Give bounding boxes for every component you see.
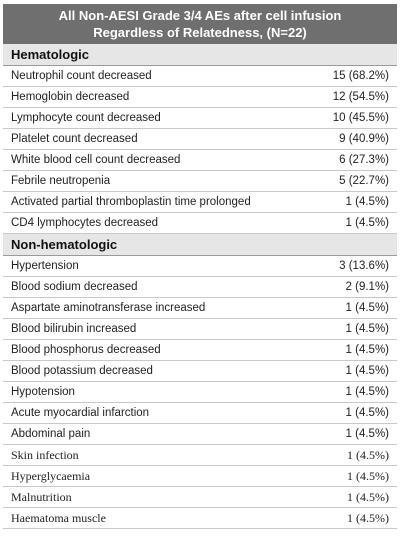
event-count: 6 (27.3%) <box>310 149 397 171</box>
event-count: 1 (4.5%) <box>310 297 397 319</box>
section-header-row: Hematologic <box>3 44 397 66</box>
event-count: 1 (4.5%) <box>310 444 397 466</box>
event-name: Haematoma muscle <box>3 507 311 529</box>
event-name: Aspartate aminotransferase increased <box>3 297 311 319</box>
data-row: Febrile neutropenia 5 (22.7%) <box>3 170 397 192</box>
event-name: Abdominal pain <box>3 423 311 445</box>
event-count: 3 (13.6%) <box>310 255 397 277</box>
data-row: Skin infection 1 (4.5%) <box>3 444 397 466</box>
data-row: Blood sodium decreased 2 (9.1%) <box>3 276 397 298</box>
section: Hematologic Neutrophil count decreased 15 … <box>3 44 397 234</box>
data-row: Blood potassium decreased 1 (4.5%) <box>3 360 397 382</box>
title-line: Regardless of Relatedness, (N=22) <box>93 25 307 40</box>
data-row: Malnutrition 1 (4.5%) <box>3 486 397 508</box>
event-name: Malnutrition <box>3 486 311 508</box>
event-name: Hypotension <box>3 381 311 403</box>
data-row: Activated partial thromboplastin time pr… <box>3 191 397 213</box>
event-name: Acute myocardial infarction <box>3 402 311 424</box>
event-count: 2 (9.1%) <box>310 276 397 298</box>
event-name: Skin infection <box>3 444 311 466</box>
data-row: CD4 lymphocytes decreased 1 (4.5%) <box>3 212 397 234</box>
data-row: White blood cell count decreased 6 (27.3%… <box>3 149 397 171</box>
event-name: Blood phosphorus decreased <box>3 339 311 361</box>
data-row: Blood phosphorus decreased 1 (4.5%) <box>3 339 397 361</box>
data-row: Haematoma muscle 1 (4.5%) <box>3 507 397 529</box>
event-name: Neutrophil count decreased <box>3 65 311 87</box>
data-row: Blood bilirubin increased 1 (4.5%) <box>3 318 397 340</box>
event-count: 1 (4.5%) <box>310 191 397 213</box>
table-container: All Non-AESI Grade 3/4 AEs after cell in… <box>3 4 397 529</box>
event-count: 1 (4.5%) <box>310 339 397 361</box>
event-count: 1 (4.5%) <box>310 318 397 340</box>
event-name: White blood cell count decreased <box>3 149 311 171</box>
header-row: All Non-AESI Grade 3/4 AEs after cell in… <box>3 4 397 44</box>
section-header-row: Non-hematologic <box>3 233 397 256</box>
section: Non-hematologic Hypertension 3 (13.6%) Bloo… <box>3 233 397 529</box>
title-line: All Non-AESI Grade 3/4 AEs after cell in… <box>58 8 342 23</box>
data-row: Hemoglobin decreased 12 (54.5%) <box>3 86 397 108</box>
event-count: 12 (54.5%) <box>310 86 397 108</box>
event-name: Blood potassium decreased <box>3 360 311 382</box>
event-count: 1 (4.5%) <box>310 360 397 382</box>
header-title: All Non-AESI Grade 3/4 AEs after cell in… <box>3 4 397 44</box>
event-name: Hemoglobin decreased <box>3 86 311 108</box>
event-name: CD4 lymphocytes decreased <box>3 212 311 234</box>
event-count: 1 (4.5%) <box>310 212 397 234</box>
event-count: 10 (45.5%) <box>310 107 397 129</box>
data-row: Hyperglycaemia 1 (4.5%) <box>3 465 397 487</box>
data-row: Aspartate aminotransferase increased 1 (4… <box>3 297 397 319</box>
event-name: Activated partial thromboplastin time pr… <box>3 191 311 213</box>
event-count: 1 (4.5%) <box>310 381 397 403</box>
event-count: 1 (4.5%) <box>310 465 397 487</box>
event-name: Blood sodium decreased <box>3 276 311 298</box>
event-name: Lymphocyte count decreased <box>3 107 311 129</box>
event-name: Febrile neutropenia <box>3 170 311 192</box>
data-row: Neutrophil count decreased 15 (68.2%) <box>3 65 397 87</box>
ae-table: All Non-AESI Grade 3/4 AEs after cell in… <box>3 4 397 529</box>
data-row: Abdominal pain 1 (4.5%) <box>3 423 397 445</box>
event-name: Hyperglycaemia <box>3 465 311 487</box>
event-count: 15 (68.2%) <box>310 65 397 87</box>
event-count: 1 (4.5%) <box>310 423 397 445</box>
event-name: Platelet count decreased <box>3 128 311 150</box>
data-row: Acute myocardial infarction 1 (4.5%) <box>3 402 397 424</box>
event-name: Blood bilirubin increased <box>3 318 311 340</box>
data-row: Hypotension 1 (4.5%) <box>3 381 397 403</box>
event-count: 5 (22.7%) <box>310 170 397 192</box>
data-row: Lymphocyte count decreased 10 (45.5%) <box>3 107 397 129</box>
event-count: 9 (40.9%) <box>310 128 397 150</box>
data-row: Platelet count decreased 9 (40.9%) <box>3 128 397 150</box>
section-title: Hematologic <box>3 44 397 66</box>
data-row: Hypertension 3 (13.6%) <box>3 255 397 277</box>
event-count: 1 (4.5%) <box>310 486 397 508</box>
event-count: 1 (4.5%) <box>310 507 397 529</box>
event-count: 1 (4.5%) <box>310 402 397 424</box>
event-name: Hypertension <box>3 255 311 277</box>
section-title: Non-hematologic <box>3 233 397 256</box>
